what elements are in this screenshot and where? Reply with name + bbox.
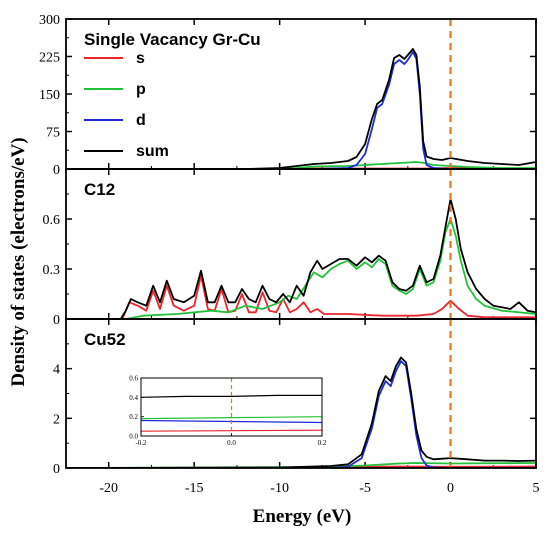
x-tick-label: 5: [533, 481, 540, 496]
legend-label-d: d: [136, 112, 146, 129]
y-tick-label: 0.6: [43, 213, 61, 228]
y-tick-label: 2: [53, 412, 60, 427]
panel-label: Cu52: [84, 330, 126, 349]
x-tick-label: -10: [270, 481, 289, 496]
inset-series-p: [140, 416, 323, 420]
inset-y-tick-label: 0.6: [129, 375, 138, 383]
inset-y-tick-label: 0.0: [129, 433, 138, 441]
y-tick-label: 4: [53, 363, 60, 378]
x-tick-label: -5: [359, 481, 371, 496]
inset-y-tick-label: 0.2: [129, 413, 138, 421]
y-tick-label: 0: [53, 163, 60, 178]
legend-label-sum: sum: [136, 143, 169, 160]
x-tick-label: -15: [185, 481, 204, 496]
y-tick-label: 0.3: [43, 263, 61, 278]
series-line-d: [66, 51, 536, 169]
y-axis-title: Density of states (electrons/eV): [8, 137, 29, 386]
inset-x-tick-label: 0.2: [318, 439, 327, 447]
x-axis-title: Energy (eV): [253, 506, 352, 527]
y-tick-label: 150: [39, 88, 60, 103]
series-line-s: [66, 274, 536, 319]
panel-label: C12: [84, 180, 115, 199]
series-line-sum: [66, 356, 536, 468]
inset-x-tick-label: -0.2: [135, 439, 147, 447]
series-group: [66, 198, 536, 319]
series-line-d: [66, 360, 536, 468]
panel-frame: [65, 318, 537, 469]
inset-series-sum: [140, 394, 322, 398]
series-line-p: [66, 161, 536, 169]
y-tick-label: 300: [39, 13, 60, 28]
panel-label: Single Vacancy Gr-Cu: [84, 30, 261, 49]
y-tick-label: 0: [53, 313, 60, 328]
inset-y-tick-label: 0.4: [129, 394, 138, 402]
x-tick-label: 0: [447, 481, 454, 496]
x-tick-label: -20: [99, 481, 118, 496]
series-line-sum: [66, 48, 536, 169]
panel-frame: [65, 168, 537, 320]
legend-label-p: p: [136, 81, 146, 98]
series-line-sum: [66, 198, 536, 319]
inset-plot: 0.00.20.40.6-0.2 0.0 0.2: [129, 375, 327, 448]
inset-x-tick-label: 0.0: [227, 439, 236, 447]
y-tick-label: 225: [39, 51, 60, 66]
panel-2: 0 0.3 0.6 C12: [43, 168, 537, 328]
legend-label-s: s: [136, 50, 145, 67]
y-tick-label: 75: [46, 126, 60, 141]
series-line-p: [66, 218, 536, 319]
y-tick-label: 0: [53, 462, 60, 477]
